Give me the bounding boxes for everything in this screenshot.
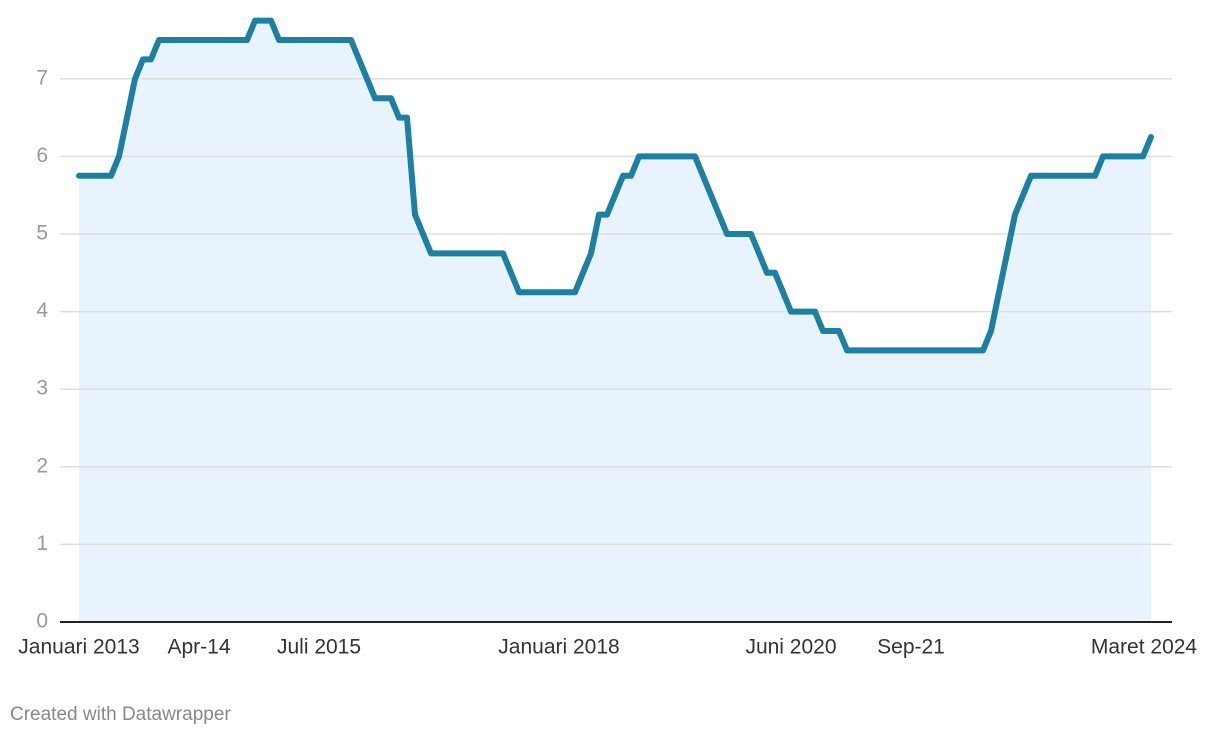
x-tick-label: Juli 2015 [277,636,361,659]
y-tick-label: 0 [36,610,48,633]
area [79,20,1151,623]
credit: Created with Datawrapper [10,704,231,725]
x-tick-label: Juni 2020 [745,636,836,659]
y-tick-label: 3 [36,377,48,400]
y-tick-label: 4 [36,299,48,322]
y-tick-label: 6 [36,144,48,167]
x-tick-label: Maret 2024 [1091,636,1198,659]
line [76,17,1154,354]
x-tick-label: Apr-14 [167,636,230,659]
x-tick-label: Januari 2013 [18,636,139,659]
y-tick-label: 5 [36,222,48,245]
x-tick-label: Januari 2018 [498,636,619,659]
y-tick-label: 2 [36,454,48,477]
y-tick-label: 7 [36,66,48,89]
y-tick-label: 1 [36,532,48,555]
x-tick-label: Sep-21 [877,636,945,659]
